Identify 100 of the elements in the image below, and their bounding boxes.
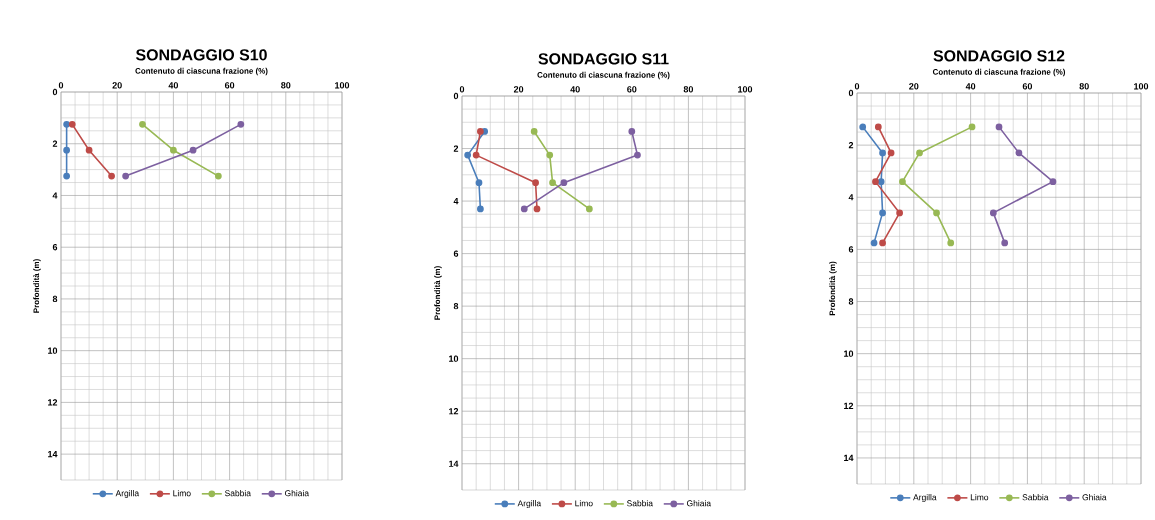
point bbox=[879, 149, 886, 157]
x-tick-label: 20 bbox=[909, 83, 919, 90]
point bbox=[896, 209, 903, 217]
y-tick-label: 12 bbox=[844, 402, 854, 409]
y-tick-label: 4 bbox=[52, 192, 58, 199]
point bbox=[63, 120, 71, 128]
legend-label: Sabbia bbox=[627, 500, 653, 507]
point bbox=[237, 120, 245, 128]
y-tick-label: 8 bbox=[453, 302, 459, 310]
y-tick-label: 14 bbox=[844, 454, 854, 462]
legend-label: Sabbia bbox=[1022, 494, 1049, 501]
x-tick-label: 0 bbox=[854, 83, 860, 90]
point bbox=[1015, 149, 1023, 157]
y-tick-label: 2 bbox=[453, 145, 459, 152]
point bbox=[1049, 178, 1057, 186]
legend-label: Sabbia bbox=[225, 490, 251, 497]
y-tick-label: 10 bbox=[48, 347, 58, 354]
x-tick-label: 0 bbox=[459, 86, 465, 93]
point bbox=[189, 146, 197, 154]
y-tick-label: 14 bbox=[449, 460, 459, 467]
point bbox=[872, 178, 879, 186]
point bbox=[532, 179, 539, 187]
x-tick-label: 60 bbox=[1022, 83, 1033, 90]
point bbox=[108, 172, 115, 180]
point bbox=[879, 209, 886, 217]
point bbox=[139, 120, 146, 128]
point bbox=[628, 128, 636, 135]
point bbox=[520, 205, 528, 213]
legend-label: Ghiaia bbox=[686, 500, 712, 507]
x-tick-label: 60 bbox=[224, 82, 235, 89]
point bbox=[477, 205, 484, 213]
x-tick-label: 20 bbox=[112, 82, 122, 89]
chart-title: SONDAGGIO S11 bbox=[538, 53, 669, 65]
x-tick-label: 40 bbox=[965, 83, 976, 90]
point bbox=[859, 123, 867, 131]
x-tick-label: 20 bbox=[513, 86, 524, 93]
x-tick-label: 40 bbox=[570, 86, 580, 93]
y-tick-label: 6 bbox=[52, 244, 58, 251]
point bbox=[887, 149, 895, 157]
point bbox=[933, 209, 940, 217]
y-tick-label: 14 bbox=[48, 451, 58, 458]
point bbox=[947, 239, 955, 247]
point bbox=[214, 172, 222, 180]
x-tick-label: 100 bbox=[738, 86, 753, 93]
legend-label: Limo bbox=[970, 494, 989, 501]
y-tick-label: 6 bbox=[453, 250, 459, 257]
point bbox=[560, 179, 568, 187]
legend-label: Ghiaia bbox=[284, 490, 310, 497]
point bbox=[475, 179, 483, 187]
legend-label: Limo bbox=[575, 500, 593, 507]
point bbox=[899, 178, 906, 186]
point bbox=[530, 128, 538, 135]
point bbox=[68, 120, 76, 128]
y-tick-label: 12 bbox=[449, 408, 459, 415]
chart-title: SONDAGGIO S12 bbox=[933, 50, 1065, 62]
point bbox=[916, 149, 923, 157]
point bbox=[472, 151, 480, 159]
point bbox=[477, 128, 484, 135]
legend-label: Argilla bbox=[517, 500, 542, 508]
point bbox=[122, 172, 130, 180]
y-tick-label: 0 bbox=[453, 92, 459, 100]
point bbox=[870, 239, 878, 247]
x-tick-label: 40 bbox=[168, 82, 179, 89]
legend-label: Limo bbox=[173, 490, 191, 497]
chart-title: SONDAGGIO S10 bbox=[135, 49, 267, 61]
point bbox=[546, 151, 554, 159]
point bbox=[879, 239, 886, 247]
point bbox=[995, 123, 1003, 131]
point bbox=[85, 146, 93, 154]
y-tick-label: 2 bbox=[848, 142, 854, 149]
y-tick-label: 10 bbox=[449, 355, 459, 362]
point bbox=[989, 209, 997, 217]
x-tick-label: 60 bbox=[627, 86, 637, 93]
y-tick-label: 4 bbox=[453, 197, 459, 205]
x-tick-label: 80 bbox=[1079, 83, 1089, 90]
point bbox=[874, 123, 882, 131]
point bbox=[549, 179, 556, 187]
x-tick-label: 0 bbox=[58, 82, 64, 89]
point bbox=[968, 123, 976, 131]
y-tick-label: 10 bbox=[844, 350, 854, 357]
point bbox=[170, 146, 177, 154]
point bbox=[585, 205, 593, 213]
point bbox=[1001, 239, 1009, 247]
y-tick-label: 6 bbox=[848, 246, 854, 253]
x-tick-label: 80 bbox=[683, 86, 694, 93]
legend-label: Argilla bbox=[913, 494, 937, 502]
legend-label: Argilla bbox=[115, 490, 140, 498]
x-tick-label: 100 bbox=[1134, 83, 1149, 90]
point bbox=[63, 146, 71, 154]
x-tick-label: 100 bbox=[335, 82, 350, 89]
legend-label: Ghiaia bbox=[1082, 494, 1107, 501]
y-tick-label: 8 bbox=[848, 298, 854, 305]
point bbox=[634, 151, 641, 159]
point bbox=[464, 151, 472, 159]
point bbox=[533, 205, 541, 213]
y-tick-label: 4 bbox=[848, 194, 854, 201]
y-tick-label: 8 bbox=[52, 295, 58, 303]
point bbox=[63, 172, 71, 180]
y-tick-label: 12 bbox=[48, 399, 58, 406]
point bbox=[877, 178, 885, 186]
